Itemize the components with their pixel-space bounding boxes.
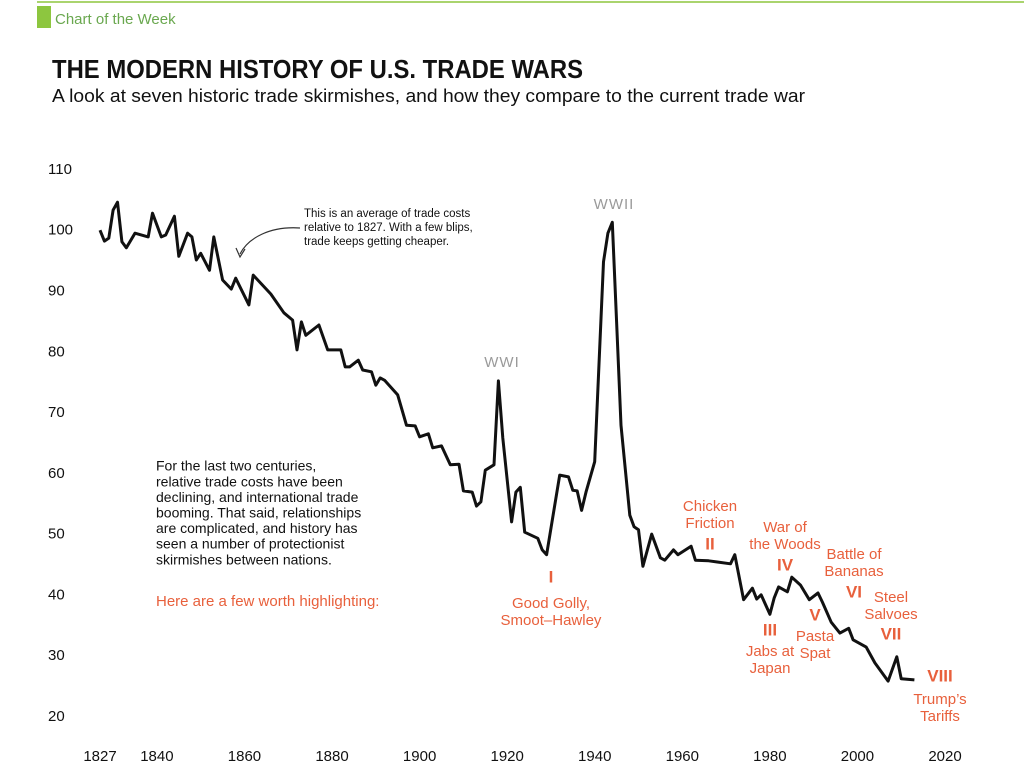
highlight-text: Here are a few worth highlighting: bbox=[156, 593, 379, 610]
trade-war-numeral: V bbox=[809, 605, 821, 624]
trade-war-label: Spat bbox=[800, 645, 832, 662]
trade-war-label: Salvoes bbox=[864, 606, 917, 623]
y-tick-label: 100 bbox=[48, 222, 73, 239]
paragraph-line: relative trade costs have been bbox=[156, 473, 343, 489]
x-tick-label: 1960 bbox=[666, 748, 699, 765]
y-tick-label: 80 bbox=[48, 343, 65, 360]
trade-war-label: Chicken bbox=[683, 498, 737, 515]
trade-war-label: Battle of bbox=[826, 546, 882, 563]
trade-war-label: Jabs at bbox=[746, 643, 795, 660]
trade-war-numeral: VIII bbox=[927, 666, 953, 685]
callout-text: relative to 1827. With a few blips, bbox=[304, 222, 473, 234]
x-tick-label: 1940 bbox=[578, 748, 611, 765]
trade-war-numeral: I bbox=[549, 567, 554, 586]
callout-arrowhead bbox=[235, 247, 246, 259]
y-tick-label: 60 bbox=[48, 465, 65, 482]
x-tick-label: 1900 bbox=[403, 748, 436, 765]
y-tick-label: 50 bbox=[48, 526, 65, 543]
y-tick-label: 90 bbox=[48, 283, 65, 300]
y-tick-label: 110 bbox=[48, 161, 72, 178]
trade-war-label: War of bbox=[763, 519, 807, 536]
trade-war-label: Trump’s bbox=[913, 691, 966, 708]
trade-war-label: Steel bbox=[874, 589, 908, 606]
trade-war-numeral: VII bbox=[881, 624, 902, 643]
y-tick-label: 70 bbox=[48, 404, 65, 421]
x-tick-label: 1980 bbox=[753, 748, 786, 765]
war-label: WWII bbox=[594, 196, 635, 213]
callout-arrow bbox=[239, 227, 301, 255]
x-tick-label: 1920 bbox=[490, 748, 523, 765]
callout-text: This is an average of trade costs bbox=[304, 208, 470, 220]
data-line bbox=[98, 200, 915, 683]
callout-text: trade keeps getting cheaper. bbox=[304, 236, 449, 248]
header-badge bbox=[37, 6, 51, 28]
trade-war-label: Bananas bbox=[824, 563, 883, 580]
war-label: WWI bbox=[484, 354, 519, 371]
trade-war-label: Tariffs bbox=[920, 708, 960, 725]
x-tick-label: 1840 bbox=[140, 748, 173, 765]
trade-war-numeral: III bbox=[763, 620, 777, 639]
paragraph-line: seen a number of protectionist bbox=[156, 536, 344, 552]
trade-war-label: Good Golly, bbox=[512, 595, 590, 612]
chart-title: THE MODERN HISTORY OF U.S. TRADE WARS bbox=[52, 54, 583, 84]
trade-war-numeral: IV bbox=[777, 555, 794, 574]
paragraph-line: booming. That said, relationships bbox=[156, 505, 361, 521]
trade-war-label: Japan bbox=[750, 660, 791, 677]
paragraph-line: skirmishes between nations. bbox=[156, 551, 332, 567]
trade-war-label: Friction bbox=[685, 515, 734, 532]
x-tick-label: 2020 bbox=[928, 748, 961, 765]
paragraph-line: are complicated, and history has bbox=[156, 520, 358, 536]
paragraph-line: declining, and international trade bbox=[156, 489, 359, 505]
y-tick-label: 40 bbox=[48, 586, 65, 603]
y-tick-label: 30 bbox=[48, 647, 65, 664]
x-tick-label: 1880 bbox=[315, 748, 348, 765]
trade-war-label: Pasta bbox=[796, 628, 835, 645]
trade-war-numeral: II bbox=[705, 534, 714, 553]
chart-subtitle: A look at seven historic trade skirmishe… bbox=[52, 86, 805, 106]
trade-war-numeral: VI bbox=[846, 582, 862, 601]
trade-war-label: Smoot–Hawley bbox=[501, 612, 602, 629]
y-tick-label: 20 bbox=[48, 708, 65, 725]
x-tick-label: 1860 bbox=[228, 748, 261, 765]
x-tick-label: 2000 bbox=[841, 748, 874, 765]
trade-war-label: the Woods bbox=[749, 536, 820, 553]
header-label: Chart of the Week bbox=[55, 11, 176, 28]
x-tick-label: 1827 bbox=[83, 748, 116, 765]
paragraph-line: For the last two centuries, bbox=[156, 458, 316, 474]
